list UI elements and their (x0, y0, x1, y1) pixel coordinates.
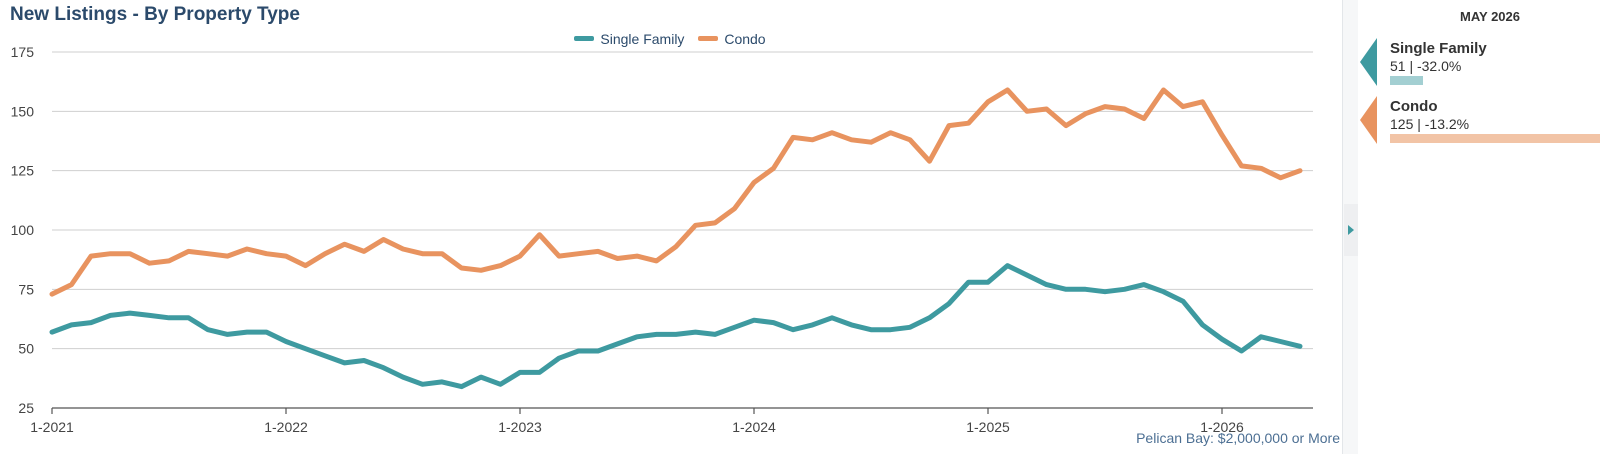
x-tick-label-1-2025: 1-2025 (966, 419, 1010, 435)
y-tick-label-50: 50 (18, 341, 34, 357)
card-name: Single Family (1390, 40, 1487, 57)
panel-toggle-button[interactable] (1344, 204, 1358, 256)
panel-divider (1342, 0, 1343, 454)
card-name: Condo (1390, 98, 1438, 115)
y-tick-label-125: 125 (11, 163, 35, 179)
card-value: 125 | -13.2% (1390, 116, 1470, 132)
series-line-single-family (49, 263, 1303, 390)
line-chart: 25 50 75 100 125 150 175 1-2021 1-2022 1-2023 1-20… (11, 44, 1313, 435)
chevron-right-icon (1348, 225, 1354, 235)
card-value: 51 | -32.0% (1390, 58, 1462, 74)
card-bar (1390, 76, 1423, 85)
legend-swatch-single-family (574, 36, 595, 41)
x-tick-label-1-2021: 1-2021 (30, 419, 74, 435)
summary-panel: MAY 2026 Single Family 51 | -32.0% Condo… (1360, 0, 1600, 454)
chart-legend: Single Family Condo (0, 28, 1340, 47)
chart-title: New Listings - By Property Type (10, 4, 300, 25)
y-tick-label-150: 150 (11, 103, 35, 119)
legend-item-condo[interactable]: Condo (698, 30, 766, 47)
card-bar (1390, 134, 1600, 143)
x-tick-label-1-2026: 1-2026 (1200, 419, 1244, 435)
x-tick-label-1-2023: 1-2023 (498, 419, 542, 435)
caret-left-icon (1360, 96, 1377, 144)
caret-left-icon (1360, 38, 1377, 86)
y-tick-label-175: 175 (11, 44, 35, 60)
legend-item-single-family[interactable]: Single Family (574, 31, 684, 47)
legend-label-single-family: Single Family (600, 30, 685, 47)
panel-month: MAY 2026 (1460, 9, 1520, 24)
chart-footnote: Pelican Bay: $2,000,000 or More (1136, 430, 1340, 446)
y-tick-label-100: 100 (11, 222, 35, 238)
x-tick-label-1-2024: 1-2024 (732, 419, 776, 435)
legend-label-condo: Condo (724, 30, 766, 47)
legend-swatch-condo (698, 36, 719, 41)
y-tick-label-25: 25 (18, 400, 34, 416)
x-tick-label-1-2022: 1-2022 (264, 419, 308, 435)
series-line-condo (49, 87, 1303, 297)
y-tick-label-75: 75 (18, 281, 34, 297)
